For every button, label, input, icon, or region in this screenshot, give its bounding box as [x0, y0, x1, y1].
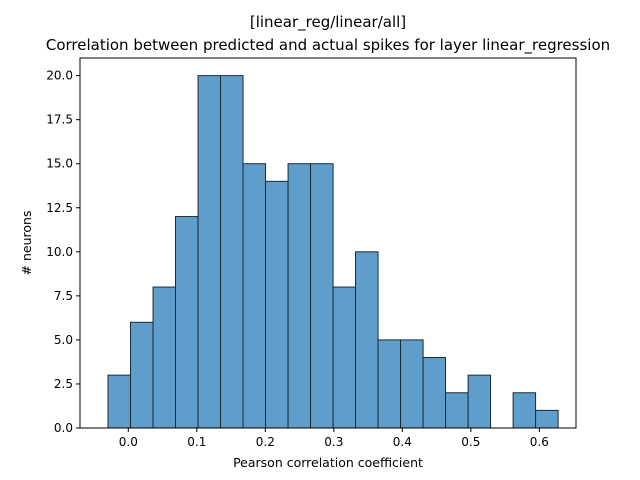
histogram-bar	[535, 409, 559, 429]
x-tick-label: 0.0	[119, 435, 138, 449]
histogram-bar	[422, 357, 447, 429]
x-tick-label: 0.5	[461, 435, 480, 449]
x-tick-label: 0.4	[393, 435, 412, 449]
histogram-bar	[377, 339, 402, 429]
x-axis-label: Pearson correlation coefficient	[233, 455, 423, 470]
x-tick-label: 0.6	[530, 435, 549, 449]
y-tick-label: 2.5	[54, 377, 73, 391]
y-axis-label: # neurons	[19, 211, 34, 276]
y-tick-label: 12.5	[46, 201, 73, 215]
y-tick-label: 20.0	[46, 69, 73, 83]
x-axis-ticks: 0.0 0.1 0.2 0.3 0.4 0.5 0.6	[119, 428, 549, 449]
histogram-bar	[445, 392, 469, 429]
y-tick-label: 0.0	[54, 421, 73, 435]
y-axis-ticks: 0.0 2.5 5.0 7.5 10.0 12.5 15.0 17.5 20.0	[46, 69, 80, 435]
histogram-bar	[152, 286, 176, 429]
histogram-bar	[197, 75, 222, 429]
histogram-bar	[355, 251, 379, 429]
histogram-bar	[310, 163, 334, 429]
histogram-bar	[129, 321, 154, 429]
x-tick-label: 0.1	[187, 435, 206, 449]
y-tick-label: 15.0	[46, 157, 73, 171]
histogram-bar	[512, 392, 537, 429]
y-tick-label: 10.0	[46, 245, 73, 259]
chart-title-line-1: [linear_reg/linear/all]	[250, 13, 406, 32]
x-tick-label: 0.2	[256, 435, 275, 449]
histogram-bar	[467, 374, 492, 429]
histogram-bar	[220, 75, 244, 429]
x-tick-label: 0.3	[324, 435, 343, 449]
y-tick-label: 7.5	[54, 289, 73, 303]
histogram-bar	[332, 286, 357, 429]
y-tick-label: 17.5	[46, 113, 73, 127]
histogram-bar	[400, 339, 424, 429]
plot-area-frame	[79, 57, 577, 429]
histogram-bar	[242, 163, 267, 429]
histogram-bar	[107, 374, 131, 429]
chart-title-line-2: Correlation between predicted and actual…	[46, 36, 610, 55]
histogram-bar	[287, 163, 312, 429]
histogram-bar	[175, 216, 199, 429]
y-tick-label: 5.0	[54, 333, 73, 347]
histogram-bars	[107, 75, 559, 429]
histogram-bar	[265, 180, 289, 429]
